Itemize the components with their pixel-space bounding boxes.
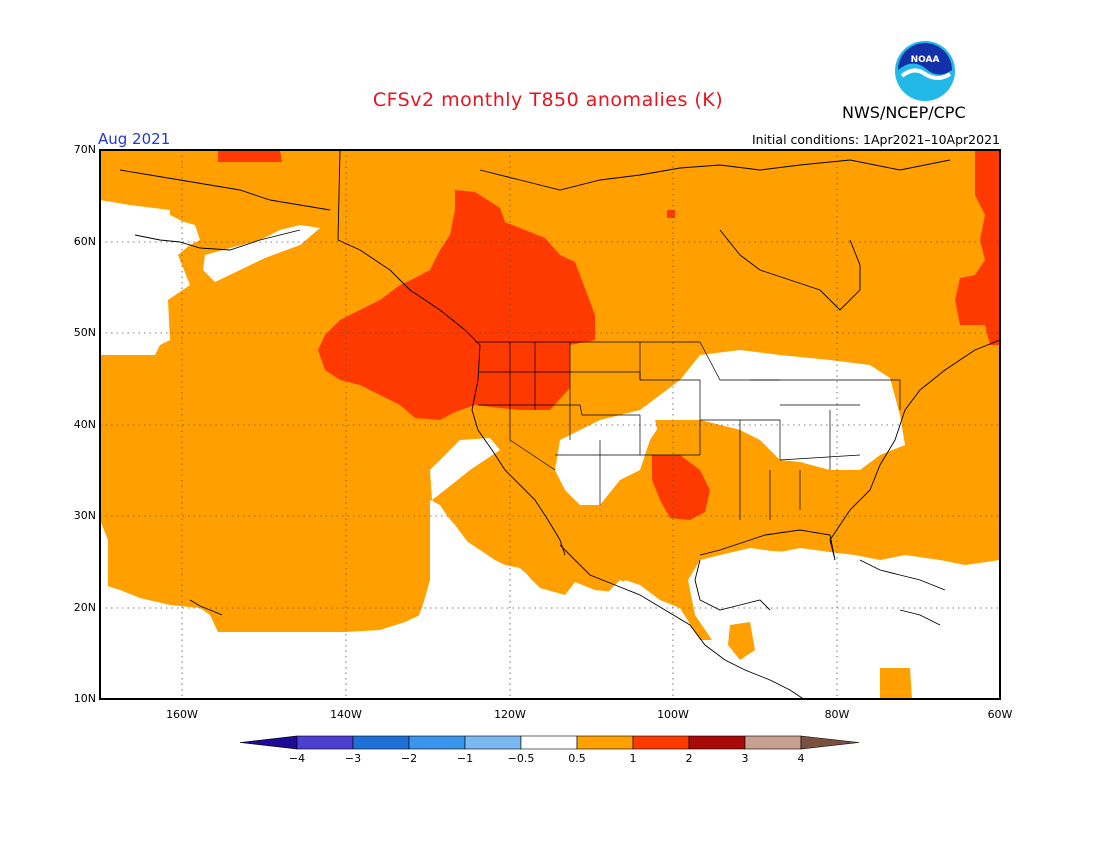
lat-label-20n: 20N: [73, 601, 96, 614]
colorbar-segment: [464, 735, 522, 750]
colorbar-segment: [744, 735, 802, 750]
warm-anomaly-region: [100, 150, 1000, 640]
colorbar-segment: [352, 735, 410, 750]
lon-label-100w: 100W: [657, 708, 689, 721]
colorbar-segment: [296, 735, 354, 750]
lat-label-10n: 10N: [73, 692, 96, 705]
colorbar-segment: [520, 735, 578, 750]
lon-label-140w: 140W: [330, 708, 362, 721]
state-borders: [475, 341, 901, 520]
colorbar-arrow-low: [239, 735, 298, 750]
strong-warm-region-atlantic: [955, 150, 1000, 345]
noaa-logo: NOAA: [895, 41, 955, 101]
strong-warm-region-plains: [652, 455, 710, 520]
colorbar-segment: [688, 735, 746, 750]
lat-label-70n: 70N: [73, 143, 96, 156]
agency-label: NWS/NCEP/CPC: [842, 103, 966, 122]
colorbar-label: 3: [741, 752, 749, 765]
lat-label-40n: 40N: [73, 418, 96, 431]
colorbar-segment: [408, 735, 466, 750]
colorbar-label: −3: [344, 752, 362, 765]
colorbar-label: 4: [797, 752, 805, 765]
strong-warm-region-northwest: [318, 190, 595, 420]
map-background: [100, 150, 1000, 699]
forecast-month-label: Aug 2021: [98, 130, 171, 148]
lon-label-60w: 60W: [987, 708, 1013, 721]
colorbar-label: −1: [456, 752, 474, 765]
lat-lon-grid: [100, 150, 1000, 699]
colorbar-label: −2: [400, 752, 418, 765]
logo-text: NOAA: [911, 55, 940, 65]
colorbar-arrow-high: [800, 735, 860, 750]
colorbar-label: 0.5: [568, 752, 586, 765]
colorbar-segment: [632, 735, 690, 750]
lat-label-60n: 60N: [73, 235, 96, 248]
lon-label-120w: 120W: [494, 708, 526, 721]
coastlines: [119, 150, 1000, 699]
colorbar-label: 2: [685, 752, 693, 765]
lon-label-80w: 80W: [824, 708, 850, 721]
map-frame: [99, 149, 1001, 700]
colorbar: [239, 735, 860, 750]
initial-conditions-label: Initial conditions: 1Apr2021–10Apr2021: [751, 132, 1000, 147]
map-title: CFSv2 monthly T850 anomalies (K): [372, 89, 724, 111]
colorbar-label: −0.5: [507, 752, 535, 765]
colorbar-segment: [576, 735, 634, 750]
lat-label-30n: 30N: [73, 509, 96, 522]
lon-label-160w: 160W: [166, 708, 198, 721]
colorbar-label: 1: [629, 752, 637, 765]
colorbar-label: −4: [288, 752, 306, 765]
lat-label-50n: 50N: [73, 326, 96, 339]
